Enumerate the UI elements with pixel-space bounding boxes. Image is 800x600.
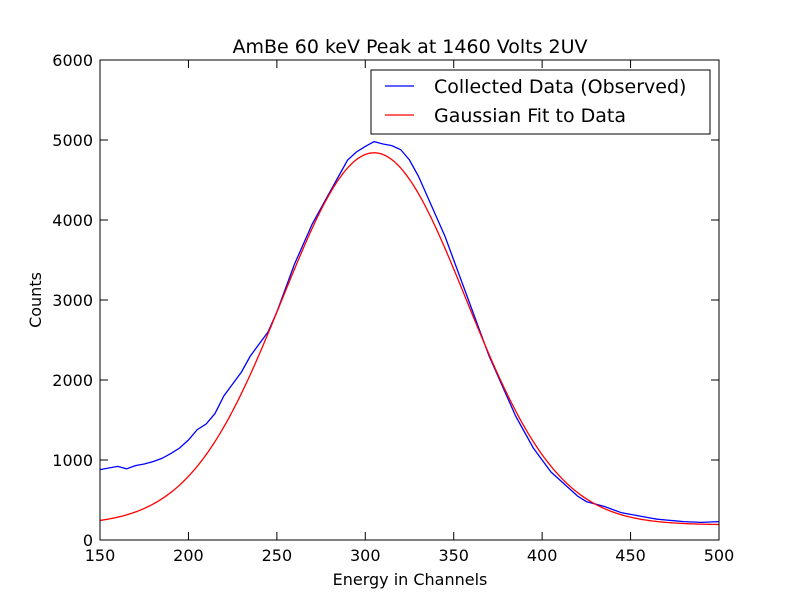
x-tick-label: 200	[173, 546, 204, 565]
chart-title: AmBe 60 keV Peak at 1460 Volts 2UV	[232, 36, 587, 58]
y-tick-label: 4000	[52, 211, 93, 230]
y-tick-label: 6000	[52, 51, 93, 70]
plot-frame	[99, 59, 720, 541]
series-line-gaussian-fit	[99, 152, 720, 526]
y-tick-label: 0	[83, 531, 93, 550]
x-tick-label: 400	[527, 546, 558, 565]
legend-label-fit: Gaussian Fit to Data	[434, 105, 626, 127]
plot-area	[99, 140, 720, 526]
x-tick-label: 500	[704, 546, 735, 565]
series-line-observed	[99, 140, 720, 524]
y-axis-label: Counts	[26, 272, 45, 328]
x-tick-label: 300	[350, 546, 381, 565]
y-tick-label: 2000	[52, 371, 93, 390]
x-tick-label: 450	[615, 546, 646, 565]
x-axis-label: Energy in Channels	[333, 570, 488, 589]
legend: Collected Data (Observed) Gaussian Fit t…	[370, 69, 711, 135]
x-tick-label: 150	[85, 546, 116, 565]
axis-ticks: 150 200 250 300 350 400 450 5000100020003000400…	[52, 51, 734, 565]
x-tick-label: 350	[438, 546, 469, 565]
y-tick-label: 5000	[52, 131, 93, 150]
x-tick-label: 250	[262, 546, 293, 565]
y-tick-label: 1000	[52, 451, 93, 470]
y-tick-label: 3000	[52, 291, 93, 310]
legend-box	[370, 69, 711, 135]
legend-label-observed: Collected Data (Observed)	[434, 76, 686, 98]
